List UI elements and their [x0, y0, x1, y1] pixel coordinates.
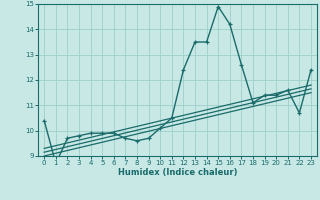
X-axis label: Humidex (Indice chaleur): Humidex (Indice chaleur): [118, 168, 237, 177]
